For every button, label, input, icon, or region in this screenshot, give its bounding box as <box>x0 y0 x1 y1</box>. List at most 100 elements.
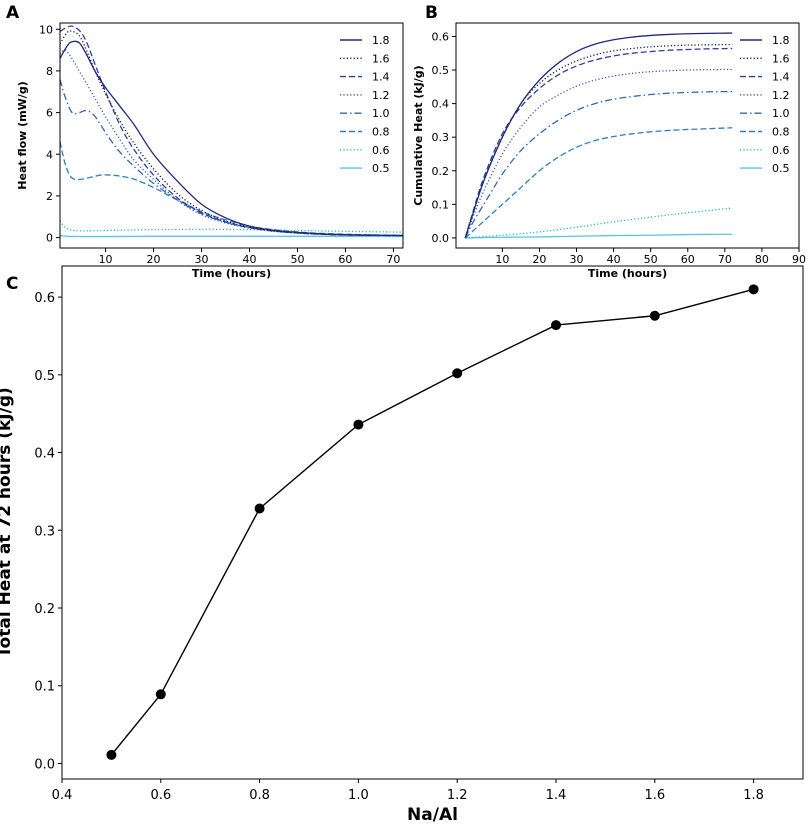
panel-b-ticks: 10 20 30 40 50 60 70 80 90 0.0 0.1 0.2 0.3 0.4 0.5 0.6 <box>432 30 807 266</box>
panel-b-cumulative-heat-chart: 10 20 30 40 50 60 70 80 900.00.10.20.30.40.50.6 … <box>412 22 807 280</box>
panel-a-xlabel: Time (hours) <box>192 267 271 280</box>
x-tick-label: 0.4 <box>52 788 73 803</box>
panel-c-total-heat-chart: 0.4 0.6 0.8 1.0 1.2 1.4 1.6 1.8 0.0 0.1 0.2 0.3 0.4 0… <box>0 265 804 824</box>
x-tick-label: 1.8 <box>743 788 764 803</box>
y-tick-label: 0.3 <box>34 524 55 539</box>
legend-label: 1.8 <box>372 34 390 47</box>
y-tick-label: 8 <box>46 65 53 78</box>
x-tick-label: 50 <box>644 253 658 266</box>
data-point <box>649 310 660 321</box>
x-tick-label: 1.4 <box>546 788 567 803</box>
series-line-0.8 <box>464 127 733 239</box>
legend-label: 0.8 <box>372 126 390 139</box>
x-tick-label: 0.8 <box>249 788 270 803</box>
panel-c-letter: C <box>6 274 18 294</box>
y-tick-label: 0.5 <box>432 64 450 77</box>
panel-c-ylabel: Total Heat at 72 hours (kJ/g) <box>0 387 15 658</box>
panel-a-letter: A <box>6 3 20 23</box>
x-tick-label: 60 <box>338 253 352 266</box>
panel-b-xlabel: Time (hours) <box>588 267 667 280</box>
panel-a-legend: 1.8 1.6 1.4 1.2 1.0 0.8 0.6 0.5 <box>340 34 390 175</box>
panel-b-letter: B <box>425 3 438 23</box>
series-line-1.2 <box>60 49 403 237</box>
panel-a-ticks: 10 20 30 40 50 60 70 0 2 4 6 8 10 <box>39 23 400 266</box>
y-tick-label: 0.4 <box>432 98 450 111</box>
y-tick-label: 0.4 <box>34 447 55 462</box>
series-line-0.5 <box>465 233 733 239</box>
legend-label: 1.0 <box>772 107 790 120</box>
series-line-1.2 <box>464 68 733 239</box>
y-tick-label: 0.5 <box>34 369 55 384</box>
y-tick-label: 0.6 <box>34 291 55 306</box>
y-tick-label: 6 <box>46 107 53 120</box>
x-tick-label: 80 <box>755 253 769 266</box>
panel-c-frame <box>61 265 804 780</box>
panel-c-xlabel: Na/Al <box>407 805 458 824</box>
x-tick-label: 20 <box>532 253 546 266</box>
legend-label: 1.6 <box>772 52 790 65</box>
y-tick-label: 0.3 <box>432 131 450 144</box>
panel-c-ticks: 0.4 0.6 0.8 1.0 1.2 1.4 1.6 1.8 0.0 0.1 0.2 0.3 0.4 0… <box>34 291 764 803</box>
panel-b-series <box>464 32 733 239</box>
series-line-1.4 <box>60 25 403 237</box>
series-line-0.8 <box>60 141 403 237</box>
total-heat-line <box>110 288 754 756</box>
data-point <box>106 749 117 760</box>
series-line-0.5 <box>60 234 403 238</box>
y-tick-label: 0.1 <box>34 680 55 695</box>
x-tick-label: 40 <box>607 253 621 266</box>
legend-label: 0.8 <box>772 126 790 139</box>
series-line-1.6 <box>464 43 733 239</box>
series-line-1.0 <box>60 79 403 237</box>
x-tick-label: 1.0 <box>348 788 369 803</box>
x-tick-label: 1.6 <box>644 788 665 803</box>
x-tick-label: 70 <box>386 253 400 266</box>
series-line-1.8 <box>60 40 403 237</box>
panel-a-frame <box>59 22 404 249</box>
panel-b-frame <box>455 22 800 249</box>
y-tick-label: 0.2 <box>34 602 55 617</box>
legend-label: 0.5 <box>772 162 790 175</box>
panel-a-series <box>60 25 403 238</box>
data-point <box>748 284 759 295</box>
series-line-1.8 <box>464 32 733 239</box>
x-tick-label: 10 <box>495 253 509 266</box>
x-tick-label: 70 <box>718 253 732 266</box>
series-line-1.4 <box>464 47 733 239</box>
legend-label: 1.4 <box>772 71 790 84</box>
series-line-0.6 <box>465 207 733 239</box>
panel-c-series <box>106 284 759 760</box>
y-tick-label: 0 <box>46 232 53 245</box>
series-line-1.0 <box>464 90 733 239</box>
x-tick-label: 0.6 <box>150 788 171 803</box>
x-tick-label: 40 <box>242 253 256 266</box>
x-tick-label: 50 <box>290 253 304 266</box>
x-tick-label: 1.2 <box>447 788 468 803</box>
panel-b-legend: 1.8 1.6 1.4 1.2 1.0 0.8 0.6 0.5 <box>740 34 790 175</box>
legend-label: 1.2 <box>772 89 790 102</box>
panel-a-heat-flow-chart: 10 20 30 40 50 60 70 0 2 4 6 8 10 1.8 1.6 1.4 1.2 1.0 0.8… <box>16 22 404 280</box>
y-tick-label: 0.0 <box>34 757 55 772</box>
x-tick-label: 90 <box>792 253 806 266</box>
y-tick-label: 2 <box>46 190 53 203</box>
legend-label: 1.0 <box>372 107 390 120</box>
x-tick-label: 30 <box>195 253 209 266</box>
y-tick-label: 0.2 <box>432 165 450 178</box>
legend-label: 0.5 <box>372 162 390 175</box>
legend-label: 1.6 <box>372 52 390 65</box>
data-point <box>551 320 561 331</box>
data-point <box>353 419 364 430</box>
series-line-0.6 <box>60 220 403 233</box>
legend-label: 0.6 <box>372 144 390 157</box>
data-point <box>254 503 265 514</box>
y-tick-label: 0.1 <box>432 198 450 211</box>
panel-b-ylabel: Cumulative Heat (kJ/g) <box>412 65 425 205</box>
x-tick-label: 30 <box>570 253 584 266</box>
series-line-1.6 <box>60 30 403 237</box>
legend-label: 1.8 <box>772 34 790 47</box>
x-tick-label: 10 <box>99 253 113 266</box>
y-tick-label: 10 <box>39 23 53 36</box>
y-tick-label: 0.0 <box>432 232 450 245</box>
x-tick-label: 20 <box>147 253 161 266</box>
